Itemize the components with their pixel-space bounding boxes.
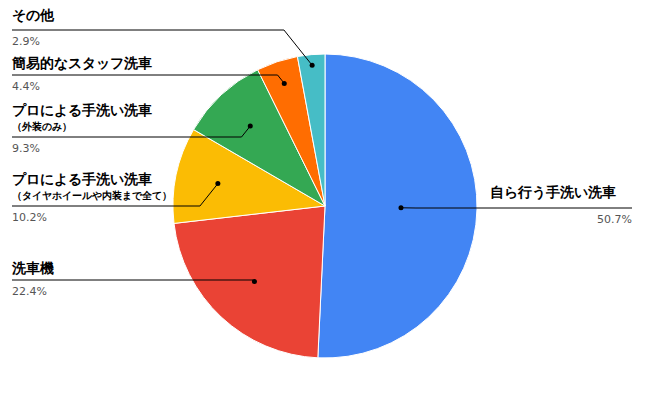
category-label: プロによる手洗い洗車（外装のみ） <box>12 102 152 132</box>
leader-line <box>12 75 284 83</box>
leader-dot <box>252 279 257 284</box>
leader-line <box>401 207 632 208</box>
category-label: 洗車機 <box>11 260 54 276</box>
leader-dot <box>310 63 315 68</box>
pie-slice <box>297 54 325 206</box>
leader-dot <box>398 205 403 210</box>
value-label: 2.9% <box>12 35 40 48</box>
leader-dot <box>248 124 253 129</box>
pie-slice <box>174 206 325 358</box>
leader-line <box>12 280 254 282</box>
category-label: その他 <box>12 7 55 23</box>
leader-dot <box>282 81 287 86</box>
leader-dot <box>215 181 220 186</box>
pie-slice <box>318 54 477 358</box>
value-label: 9.3% <box>12 142 40 155</box>
category-label: プロによる手洗い洗車（タイヤホイールや内装まで全て） <box>12 171 172 201</box>
value-label: 22.4% <box>12 285 47 298</box>
chart: 自ら行う手洗い洗車 50.7% 洗車機 22.4% プロによる手洗い洗車（タイヤホイール… <box>0 0 650 408</box>
value-label: 4.4% <box>12 80 40 93</box>
pie <box>173 54 477 358</box>
category-label: 自ら行う手洗い洗車 <box>490 184 616 201</box>
value-label: 50.7% <box>597 213 632 226</box>
labels: 自ら行う手洗い洗車 50.7% 洗車機 22.4% プロによる手洗い洗車（タイヤホイール… <box>11 7 632 298</box>
leader-line <box>12 30 312 65</box>
value-label: 10.2% <box>12 211 47 224</box>
category-label: 簡易的なスタッフ洗車 <box>11 55 152 71</box>
